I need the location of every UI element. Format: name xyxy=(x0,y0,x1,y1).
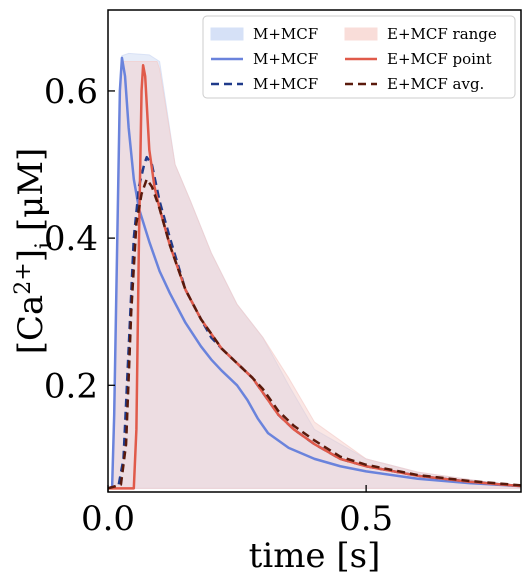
x-tick-label-0: 0.0 xyxy=(81,499,135,539)
range-bands xyxy=(108,52,522,489)
legend-label-5: E+MCF avg. xyxy=(387,75,484,93)
legend-swatch-0 xyxy=(210,27,244,41)
series-line-0 xyxy=(107,56,522,490)
y-axis-label-base: [Ca xyxy=(11,295,51,355)
y-axis-label-subscript: i xyxy=(32,242,57,249)
legend-label-1: E+MCF range xyxy=(387,25,497,43)
y-tick-label-1: 0.4 xyxy=(44,219,98,259)
legend: M+MCF E+MCF range M+MCF E+MCF point M+MCF E+M… xyxy=(202,15,516,99)
x-axis-label: time [s] xyxy=(249,536,381,576)
y-tick-label-0: 0.2 xyxy=(44,366,98,406)
y-axis-label-unit: [μM] xyxy=(11,148,51,242)
legend-swatch-1 xyxy=(344,27,378,41)
series-line-3 xyxy=(107,178,522,490)
axis-ticks: 0.0 0.5 0.2 0.4 0.6 xyxy=(44,72,393,539)
legend-label-2: M+MCF xyxy=(253,50,318,68)
plot-frame xyxy=(107,9,522,493)
legend-label-4: M+MCF xyxy=(253,75,318,93)
y-axis-label: [Ca2+]i [μM] xyxy=(11,148,57,355)
y-axis-label-close: ] xyxy=(11,249,51,262)
x-tick-label-1: 0.5 xyxy=(339,499,393,539)
range-band-1 xyxy=(108,61,522,489)
legend-label-0: M+MCF xyxy=(253,25,318,43)
legend-label-3: E+MCF point xyxy=(387,50,492,68)
y-tick-label-2: 0.6 xyxy=(44,72,98,112)
legend-box xyxy=(202,15,516,99)
series-lines xyxy=(107,56,522,490)
y-axis-label-superscript: 2+ xyxy=(11,262,36,294)
series-line-2 xyxy=(108,63,522,490)
